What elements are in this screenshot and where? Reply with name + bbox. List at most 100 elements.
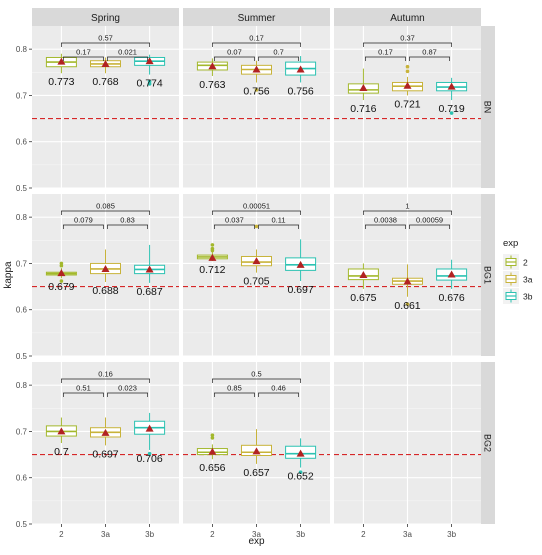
mean-value-label: 0.7 [54,446,69,458]
outlier-point [254,224,259,229]
panel: 0.7 0.697 0.706 0.16 0.51 0.023 [32,362,179,525]
y-tick-label: 0.7 [16,259,28,268]
pvalue-bracket [214,392,255,397]
y-tick-label: 0.7 [16,427,28,436]
pvalue-label: 0.079 [74,216,93,225]
y-tick-label: 0.6 [16,306,28,315]
mean-marker [145,424,154,432]
pvalue-bracket [61,378,150,383]
mean-marker [296,449,305,457]
mean-marker [403,277,412,285]
pvalue-bracket [363,210,452,215]
outlier-point [405,69,410,74]
pvalue-bracket [107,224,148,229]
mean-marker [57,269,66,277]
mean-marker [145,265,154,273]
mean-value-label: 0.774 [136,78,162,90]
mean-marker [208,253,217,261]
panel: 0.712 0.705 0.697 0.00051 0.037 0.11 [183,194,330,357]
mean-value-label: 0.697 [287,284,313,296]
mean-value-label: 0.756 [287,85,313,97]
pvalue-label: 0.37 [400,34,415,43]
outlier-point [59,263,64,268]
mean-value-label: 0.656 [199,462,225,474]
box [134,244,166,283]
mean-marker [101,59,110,67]
outlier-point [147,82,152,86]
mean-marker [403,81,412,89]
legend-key [503,288,519,304]
column-strip [32,8,179,26]
pvalue-bracket [363,42,452,47]
box [347,68,379,101]
mean-value-label: 0.716 [350,103,376,115]
legend-label: 3a [523,275,533,285]
y-tick-label: 0.6 [16,138,28,147]
box [241,224,272,273]
mean-marker [101,428,110,436]
y-tick-label: 0.8 [16,381,28,390]
x-tick-label: 2 [59,530,64,539]
mean-marker [57,57,66,65]
row-title: BG1 [483,266,493,284]
legend-key [503,254,519,270]
y-axis-title: kappa [3,261,14,289]
legend-title: exp [503,238,518,249]
x-tick-label: 3b [447,530,456,539]
x-tick-label: 3a [101,530,110,539]
box [45,417,77,443]
mean-value-label: 0.687 [136,286,162,298]
mean-value-label: 0.705 [243,276,269,288]
outlier-point [210,243,215,247]
mean-marker [359,271,368,278]
x-tick-label: 3b [296,530,305,539]
box [134,54,166,86]
mean-marker [145,57,154,65]
row-strip [479,26,495,188]
panel: 0.763 0.756 0.756 0.17 0.07 0.7 [183,26,330,189]
mean-marker [208,62,217,70]
y-tick-label: 0.8 [16,45,28,54]
box [285,56,317,83]
row-strip [479,194,495,356]
column-title: Summer [238,13,276,24]
x-axis-title: exp [248,536,265,547]
pvalue-bracket [63,224,104,229]
box [196,58,228,76]
outlier-point [254,88,259,92]
y-tick-label: 0.7 [16,91,28,100]
box [45,261,77,283]
pvalue-label: 0.85 [227,384,242,393]
pvalue-bracket [258,56,299,61]
pvalue-bracket [214,56,255,61]
mean-value-label: 0.756 [243,85,269,97]
pvalue-label: 0.0038 [374,216,397,225]
pvalue-bracket [258,392,299,397]
y-tick-label: 0.8 [16,213,28,222]
y-tick-label: 0.5 [16,520,28,529]
mean-value-label: 0.676 [438,292,464,304]
mean-marker [252,65,261,73]
box [90,249,121,282]
pvalue-label: 0.00059 [416,216,443,225]
mean-marker [447,270,456,278]
mean-marker [252,257,261,265]
pvalue-bracket [212,42,301,47]
row-title: BG2 [483,434,493,452]
box [285,239,317,282]
panel: 0.656 0.657 0.652 0.5 0.85 0.46 [183,362,330,525]
pvalue-label: 0.46 [271,384,286,393]
x-tick-label: 2 [361,530,366,539]
mean-value-label: 0.706 [136,453,162,465]
outlier-point [59,279,64,283]
pvalue-label: 0.5 [251,370,261,379]
box [392,264,423,306]
panel: 0.716 0.721 0.719 0.37 0.17 0.87 [334,26,481,189]
row-title: BN [483,101,493,114]
pvalue-bracket [212,378,301,383]
mean-value-label: 0.679 [48,281,74,293]
y-tick-label: 0.6 [16,474,28,483]
outlier-point [210,248,215,253]
pvalue-label: 0.17 [378,48,393,57]
mean-value-label: 0.652 [287,471,313,483]
